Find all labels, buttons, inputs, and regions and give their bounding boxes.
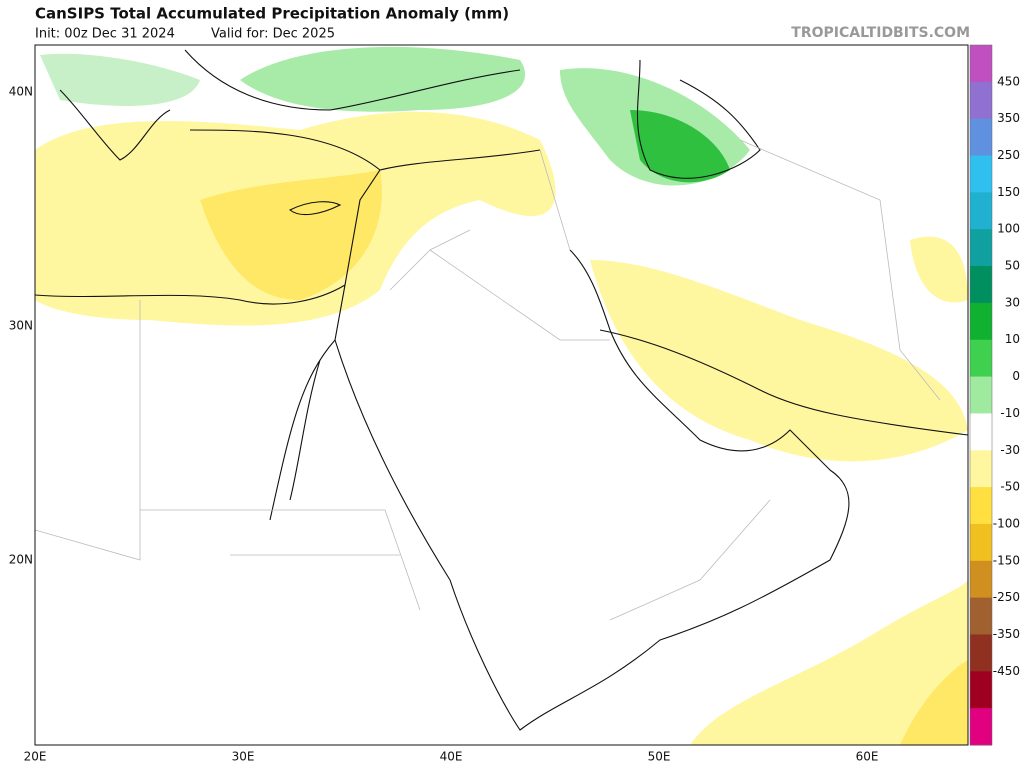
colorbar-swatch (970, 339, 992, 378)
colorbar-label: -100 (993, 516, 1020, 530)
colorbar-label: 50 (1005, 259, 1020, 273)
colorbar-swatch (970, 118, 992, 157)
valid-label: Valid for: Dec 2025 (211, 27, 335, 42)
map-frame (34, 44, 969, 746)
colorbar-swatch (970, 192, 992, 230)
lat-label: 30N (9, 319, 33, 333)
colorbar-swatch (970, 376, 992, 414)
colorbar-frame (969, 44, 993, 746)
colorbar-label: 150 (997, 185, 1020, 199)
colorbar-swatch (970, 560, 992, 599)
lat-label: 40N (9, 85, 33, 99)
colorbar-swatch (970, 413, 992, 451)
colorbar-label: -250 (993, 590, 1020, 604)
colorbar-label: -10 (1000, 406, 1020, 420)
colorbar-label: 0 (1012, 369, 1020, 383)
colorbar-label: 450 (997, 74, 1020, 88)
colorbar-swatch (970, 523, 992, 562)
colorbar-swatch (970, 155, 992, 193)
map-area (34, 44, 969, 746)
colorbar: 4503502501501005030100-10-30-50-100-150-… (969, 44, 1020, 746)
colorbar-label: -450 (993, 664, 1020, 678)
lon-label: 60E (856, 750, 879, 764)
colorbar-label: -30 (1000, 443, 1020, 457)
init-label: Init: 00z Dec 31 2024 (35, 27, 175, 42)
wet-anomaly (40, 53, 200, 106)
colorbar-label: 30 (1005, 295, 1020, 309)
wet-anomaly-core (630, 110, 730, 183)
colorbar-swatch (970, 487, 992, 525)
lon-label: 30E (232, 750, 255, 764)
lon-label: 50E (648, 750, 671, 764)
watermark: TROPICALTIDBITS.COM (791, 25, 970, 41)
colorbar-swatch (970, 266, 992, 304)
dry-anomaly (910, 236, 968, 303)
wet-anomaly (240, 46, 526, 112)
colorbar-label: -150 (993, 553, 1020, 567)
lon-label: 40E (440, 750, 463, 764)
colorbar-swatch (970, 708, 992, 746)
colorbar-swatch (970, 81, 992, 120)
colorbar-label: 100 (997, 222, 1020, 236)
colorbar-swatch (970, 597, 992, 635)
lat-label: 20N (9, 553, 33, 567)
dry-anomaly-core (200, 170, 382, 300)
colorbar-label: 350 (997, 111, 1020, 125)
colorbar-swatch (970, 450, 992, 488)
dry-anomaly (590, 260, 968, 462)
colorbar-label: 10 (1005, 332, 1020, 346)
colorbar-swatch (970, 302, 992, 341)
colorbar-label: -50 (1000, 480, 1020, 494)
colorbar-swatch (970, 45, 992, 83)
title: CanSIPS Total Accumulated Precipitation … (35, 5, 509, 23)
lon-label: 20E (24, 750, 47, 764)
axis-labels: 40N 30N 20N 20E 30E 40E 50E 60E (9, 85, 879, 764)
colorbar-swatch (970, 634, 992, 672)
colorbar-label: -350 (993, 627, 1020, 641)
dry-anomaly-core (900, 660, 968, 745)
colorbar-label: 250 (997, 148, 1020, 162)
dry-anomaly (690, 580, 968, 745)
colorbar-swatch (970, 671, 992, 709)
colorbar-swatch (970, 229, 992, 267)
